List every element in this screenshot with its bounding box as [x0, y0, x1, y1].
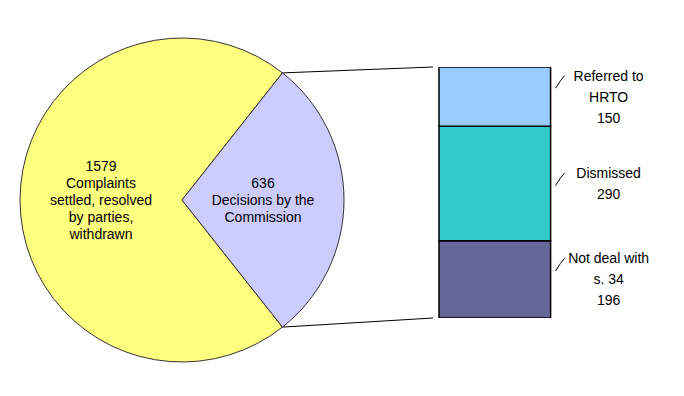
- svg-text:Dismissed290: Dismissed290: [576, 165, 641, 202]
- svg-text:1579Complaintssettled, resolve: 1579Complaintssettled, resolvedby partie…: [50, 158, 152, 242]
- svg-text:636Decisions by theCommission: 636Decisions by theCommission: [212, 175, 315, 225]
- svg-text:Not deal withs. 34196: Not deal withs. 34196: [568, 250, 649, 308]
- svg-text:Referred toHRTO150: Referred toHRTO150: [574, 68, 644, 126]
